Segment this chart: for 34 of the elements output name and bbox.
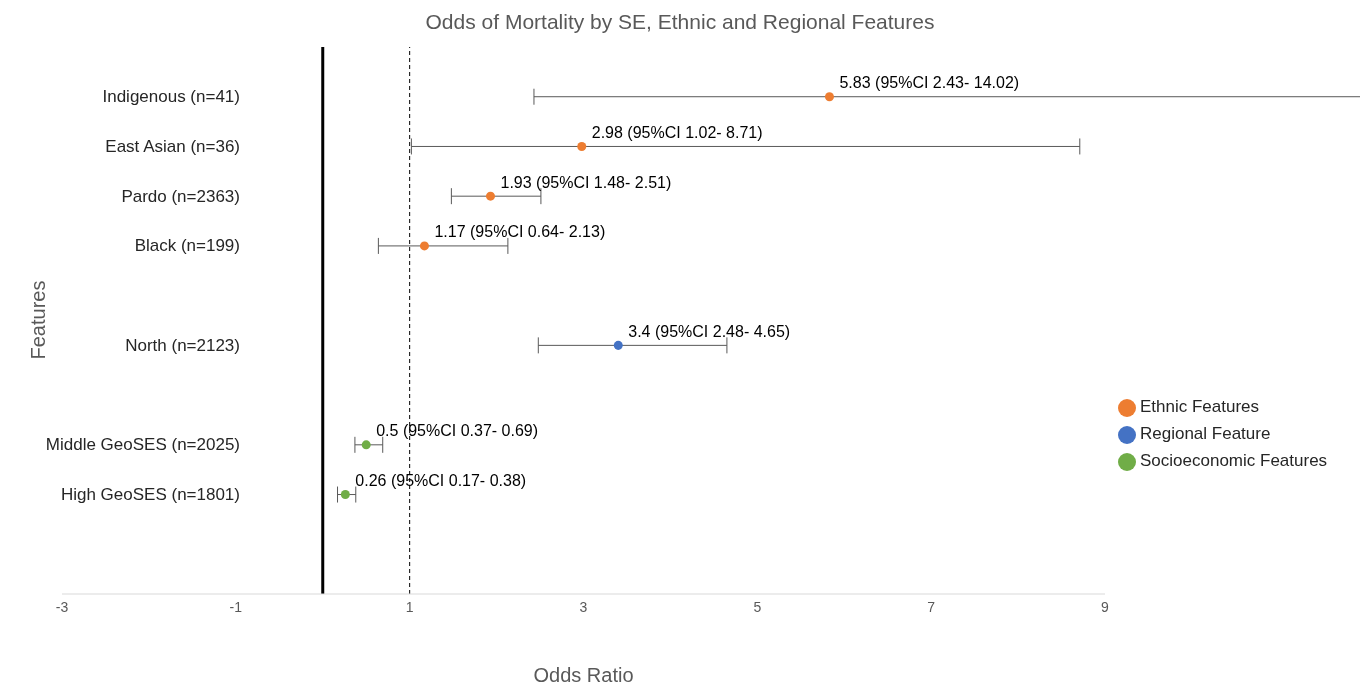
data-label: 1.93 (95%CI 1.48- 2.51) <box>500 173 672 191</box>
x-tick-label: 7 <box>927 598 936 615</box>
y-tick-label: Middle GeoSES (n=2025) <box>45 435 240 455</box>
y-tick-label: High GeoSES (n=1801) <box>60 485 240 505</box>
point <box>577 141 587 151</box>
point <box>419 241 429 251</box>
x-tick-label: -1 <box>229 598 243 615</box>
point <box>824 92 834 102</box>
point <box>613 340 623 350</box>
data-label: 3.4 (95%CI 2.48- 4.65) <box>628 322 791 340</box>
x-tick-label: -3 <box>55 598 69 615</box>
data-label: 0.26 (95%CI 0.17- 0.38) <box>355 472 527 490</box>
x-tick-label: 1 <box>405 598 414 615</box>
legend-label: Regional Feature <box>1140 424 1271 443</box>
y-tick-label: Black (n=199) <box>134 236 240 256</box>
y-tick-label: Indigenous (n=41) <box>102 87 240 107</box>
x-tick-label: 9 <box>1101 598 1110 615</box>
data-label: 5.83 (95%CI 2.43- 14.02) <box>839 74 1020 92</box>
point <box>485 191 496 201</box>
data-label: 0.5 (95%CI 0.37- 0.69) <box>376 422 539 440</box>
y-tick-label: North (n=2123) <box>125 335 240 355</box>
y-axis-title: Features <box>26 280 50 360</box>
point <box>340 490 350 500</box>
data-label: 1.17 (95%CI 0.64- 2.13) <box>434 223 606 241</box>
legend-label: Socioeconomic Features <box>1140 451 1328 470</box>
point <box>361 440 371 450</box>
y-tick-label: Pardo (n=2363) <box>121 186 240 206</box>
data-label: 2.98 (95%CI 1.02- 8.71) <box>591 123 763 141</box>
chart-title: Odds of Mortality by SE, Ethnic and Regional Features <box>424 10 936 34</box>
x-tick-label: 5 <box>753 598 762 615</box>
legend-label: Ethnic Features <box>1140 397 1260 416</box>
x-tick-label: 3 <box>579 598 588 615</box>
y-tick-label: East Asian (n=36) <box>105 136 240 156</box>
x-axis-title: Odds Ratio <box>532 664 635 687</box>
